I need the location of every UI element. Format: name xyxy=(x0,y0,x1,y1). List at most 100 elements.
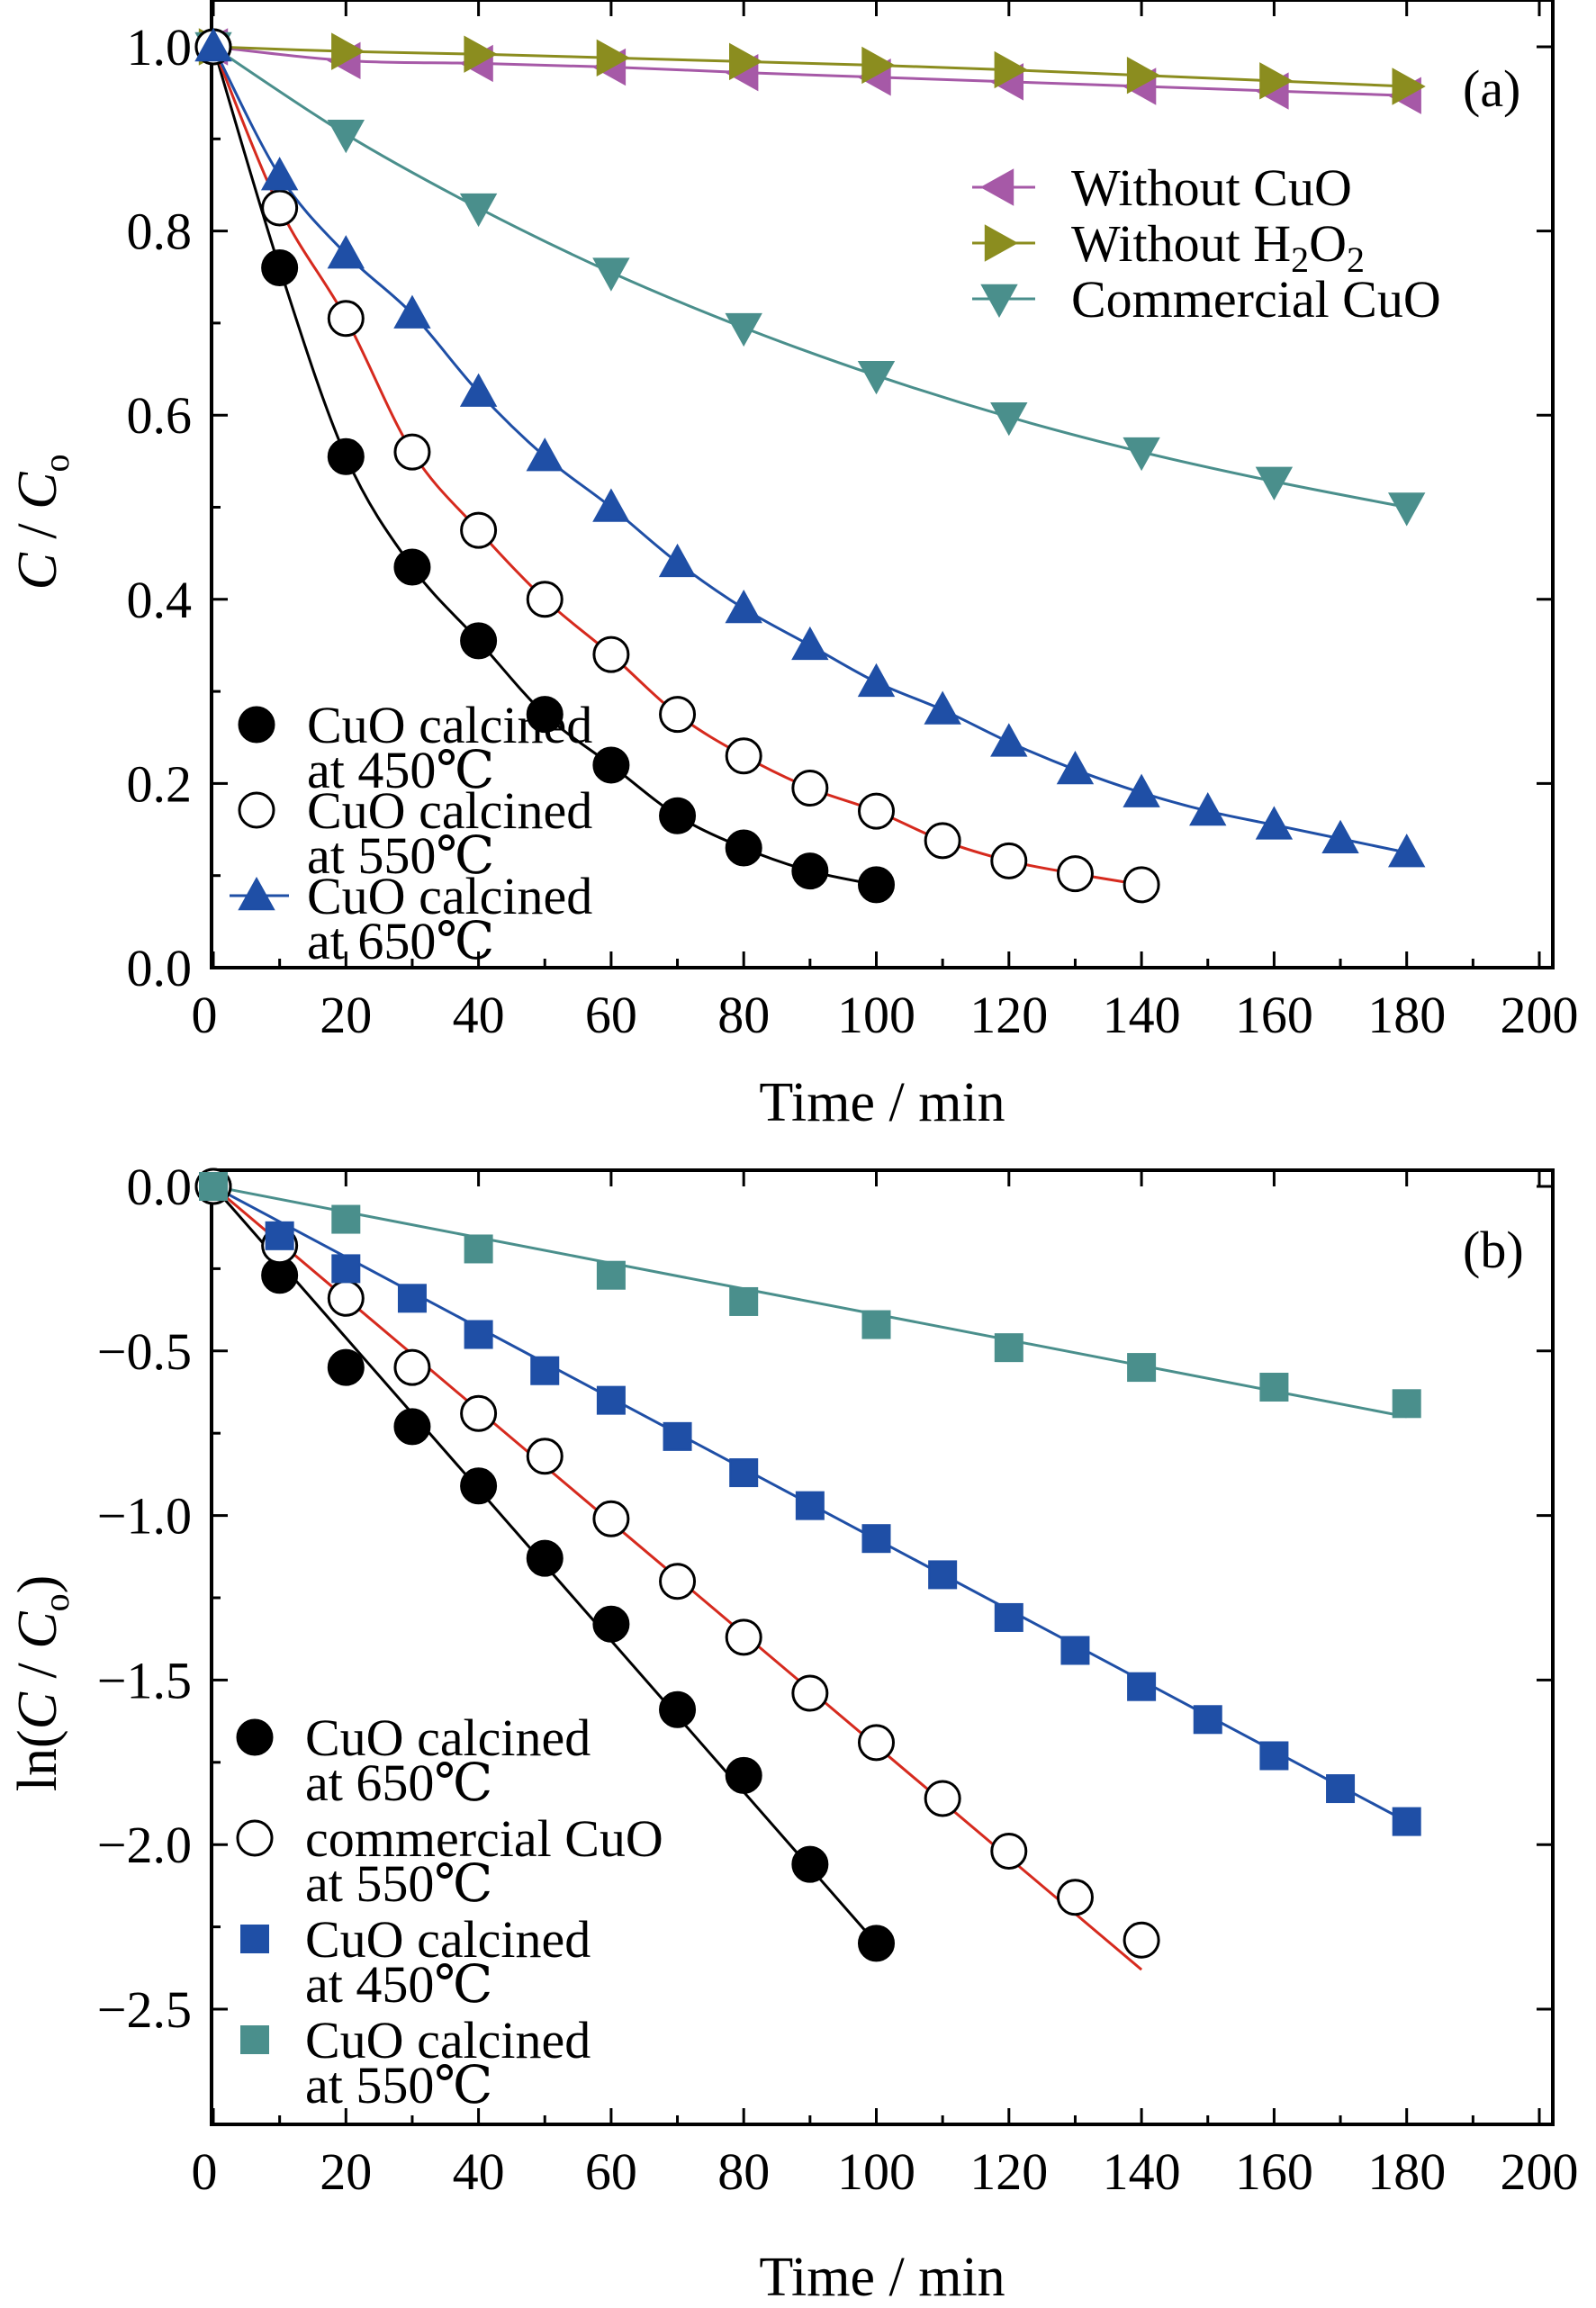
data-point xyxy=(331,32,365,70)
legend-marker xyxy=(236,1718,274,1756)
x-tick-label: 140 xyxy=(1103,2142,1181,2201)
legend-marker xyxy=(240,1925,269,1953)
data-point xyxy=(1388,492,1426,527)
y-tick-label: −2.5 xyxy=(97,1980,192,2039)
x-axis-title-b: Time / min xyxy=(759,2247,1005,2303)
data-point xyxy=(659,1563,697,1600)
legend-label: Without H2O2 xyxy=(1071,214,1365,280)
data-point xyxy=(1060,1636,1090,1665)
data-point xyxy=(858,792,895,830)
data-point xyxy=(261,189,299,227)
data-point xyxy=(994,50,1028,89)
data-point xyxy=(659,696,697,734)
y-tick-label: 0.0 xyxy=(127,1158,193,1216)
data-point xyxy=(990,723,1028,757)
data-point xyxy=(464,1234,493,1264)
x-tick-label: 80 xyxy=(717,986,770,1044)
ticks-b: 0 20 40 60 80 100 120 140 160 180 200 0.0 −0.5 −1.0 −1… xyxy=(97,1158,1579,2201)
data-point xyxy=(397,1284,427,1313)
y-tick-label: −0.5 xyxy=(97,1322,192,1381)
data-point xyxy=(464,35,498,73)
data-point xyxy=(658,543,697,578)
legend-label: at 550℃ xyxy=(305,2056,492,2114)
legend-label: CuO calcined xyxy=(307,781,592,840)
data-point xyxy=(530,1356,560,1385)
y-tick-label: 0.0 xyxy=(127,939,193,997)
legend-label: at 450℃ xyxy=(305,1955,492,2014)
x-tick-label: 180 xyxy=(1367,2142,1446,2201)
data-point xyxy=(327,300,365,338)
panel-b: 0 20 40 60 80 100 120 140 160 180 200 0.0 −0.5 −1.0 −1… xyxy=(7,1158,1579,2308)
data-point xyxy=(1255,466,1294,500)
y-tick-label: −1.0 xyxy=(97,1487,192,1546)
series-line xyxy=(212,1185,1407,1419)
data-point xyxy=(990,402,1028,437)
legend-label: at 650℃ xyxy=(305,1754,492,1812)
data-point xyxy=(526,1438,564,1475)
x-tick-label: 140 xyxy=(1103,986,1181,1044)
data-point xyxy=(596,1260,626,1290)
y-tick-label: 0.8 xyxy=(127,203,193,261)
legend-marker xyxy=(238,791,275,829)
data-point xyxy=(858,866,895,904)
data-point xyxy=(994,1602,1023,1632)
data-point xyxy=(861,1524,891,1554)
data-point xyxy=(526,696,564,734)
data-point xyxy=(327,1348,365,1386)
data-point xyxy=(327,437,365,475)
data-point xyxy=(725,1618,762,1656)
series-line xyxy=(212,45,1407,509)
x-tick-label: 0 xyxy=(192,2142,218,2201)
x-tick-label: 120 xyxy=(969,2142,1048,2201)
x-tick-label: 0 xyxy=(192,986,218,1044)
data-point xyxy=(393,548,431,586)
data-point xyxy=(791,626,829,661)
y-axis-title-a: C / Co xyxy=(7,455,77,591)
data-point xyxy=(331,1204,361,1234)
data-point xyxy=(1127,1672,1157,1701)
data-point xyxy=(464,1320,493,1349)
data-point xyxy=(990,1833,1028,1871)
data-point xyxy=(526,437,564,472)
data-point xyxy=(393,1348,431,1386)
x-axis-title-a: Time / min xyxy=(759,1072,1005,1133)
data-point xyxy=(857,361,896,395)
data-point xyxy=(592,1605,630,1643)
data-point xyxy=(592,488,630,522)
data-point xyxy=(1255,806,1294,840)
data-point xyxy=(526,1539,564,1577)
data-point xyxy=(1123,437,1160,472)
panel-label-a: (a) xyxy=(1463,59,1520,118)
x-tick-label: 80 xyxy=(717,2142,770,2201)
y-axis-title-b: ln(C / Co) xyxy=(7,1575,77,1791)
data-point xyxy=(791,770,829,807)
data-point xyxy=(261,249,299,287)
data-point xyxy=(725,1756,762,1794)
legend-label: at 650℃ xyxy=(307,912,494,970)
data-point xyxy=(659,1690,697,1728)
data-point xyxy=(1056,750,1095,785)
data-point xyxy=(725,829,762,867)
legend-marker xyxy=(238,876,275,911)
y-tick-label: 1.0 xyxy=(127,18,193,77)
data-point xyxy=(596,39,630,77)
data-point xyxy=(924,822,961,860)
data-point xyxy=(393,433,431,471)
data-point xyxy=(526,581,564,618)
data-point xyxy=(592,636,630,673)
data-point xyxy=(460,622,498,660)
data-point xyxy=(1123,773,1160,807)
data-point xyxy=(791,1674,829,1712)
y-tick-label: 0.6 xyxy=(127,386,193,445)
x-tick-label: 100 xyxy=(837,2142,915,2201)
y-tick-label: −1.5 xyxy=(97,1651,192,1709)
data-point xyxy=(459,193,498,228)
data-point xyxy=(459,373,498,407)
data-point xyxy=(1123,1921,1160,1959)
data-point xyxy=(858,1925,895,1962)
y-tick-label: 0.2 xyxy=(127,754,193,813)
data-point xyxy=(1056,1879,1094,1916)
plot-frame-b xyxy=(210,1168,1555,2126)
legend-label: commercial CuO xyxy=(305,1809,663,1868)
